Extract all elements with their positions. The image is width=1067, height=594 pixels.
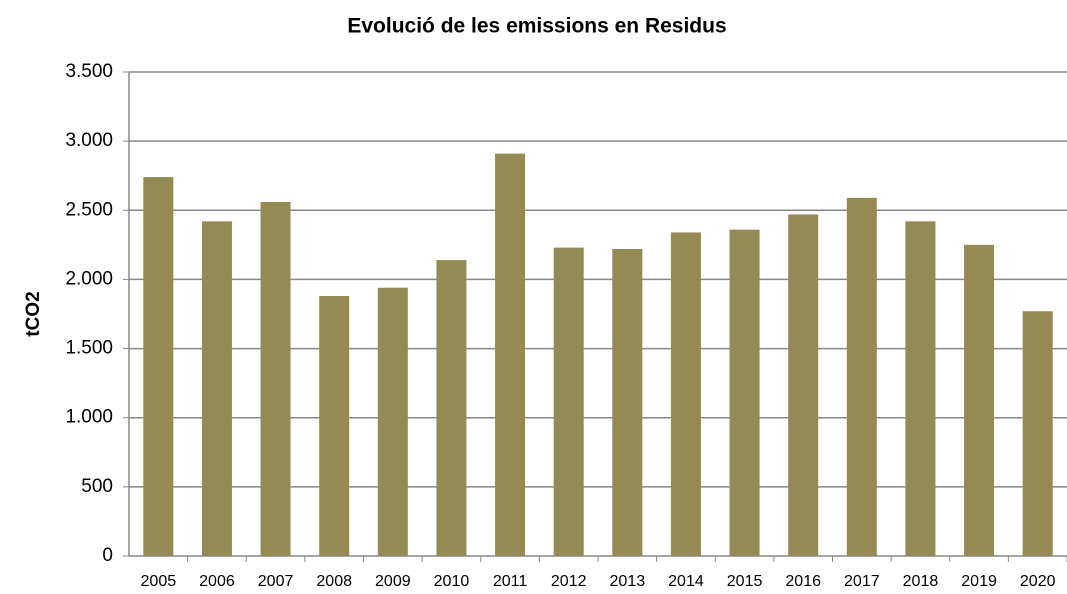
x-tick-label: 2009 — [375, 573, 411, 590]
x-tick-label: 2019 — [961, 573, 997, 590]
y-tick-label: 3.000 — [65, 130, 113, 151]
x-tick-label: 2005 — [141, 573, 177, 590]
x-tick-label: 2011 — [493, 573, 528, 590]
bar — [201, 221, 232, 556]
x-tick-label: 2006 — [199, 573, 235, 590]
bar — [905, 221, 936, 556]
bar — [729, 229, 760, 556]
bar — [670, 232, 701, 556]
bar — [1022, 311, 1053, 556]
y-tick-label: 1.500 — [65, 338, 113, 359]
x-tick-label: 2013 — [610, 573, 646, 590]
y-tick-label: 1.000 — [65, 407, 113, 428]
x-tick-label: 2007 — [258, 573, 294, 590]
y-tick-label: 3.500 — [65, 61, 113, 82]
x-tick-label: 2008 — [316, 573, 352, 590]
bar — [143, 177, 174, 556]
bar — [964, 244, 995, 556]
y-axis-label: tCO2 — [23, 291, 44, 336]
x-tick-label: 2010 — [434, 573, 470, 590]
y-tick-label: 2.000 — [65, 268, 113, 289]
x-tick-label: 2018 — [903, 573, 939, 590]
x-tick-label: 2015 — [727, 573, 763, 590]
bar — [788, 214, 819, 557]
x-tick-label: 2017 — [844, 573, 880, 590]
bar — [846, 197, 877, 556]
bar — [495, 153, 526, 557]
bar — [260, 201, 291, 556]
x-tick-label: 2016 — [785, 573, 821, 590]
bar — [553, 247, 584, 556]
bar — [612, 249, 643, 556]
bar — [377, 287, 408, 556]
x-tick-label: 2012 — [551, 573, 587, 590]
y-tick-label: 2.500 — [65, 199, 113, 220]
y-tick-label: 500 — [81, 476, 113, 497]
y-tick-label: 0 — [102, 545, 113, 566]
x-tick-label: 2014 — [668, 573, 704, 590]
x-tick-label: 2020 — [1020, 573, 1056, 590]
chart-title: Evolució de les emissions en Residus — [347, 15, 726, 38]
bar — [319, 296, 350, 556]
bar — [436, 260, 467, 556]
